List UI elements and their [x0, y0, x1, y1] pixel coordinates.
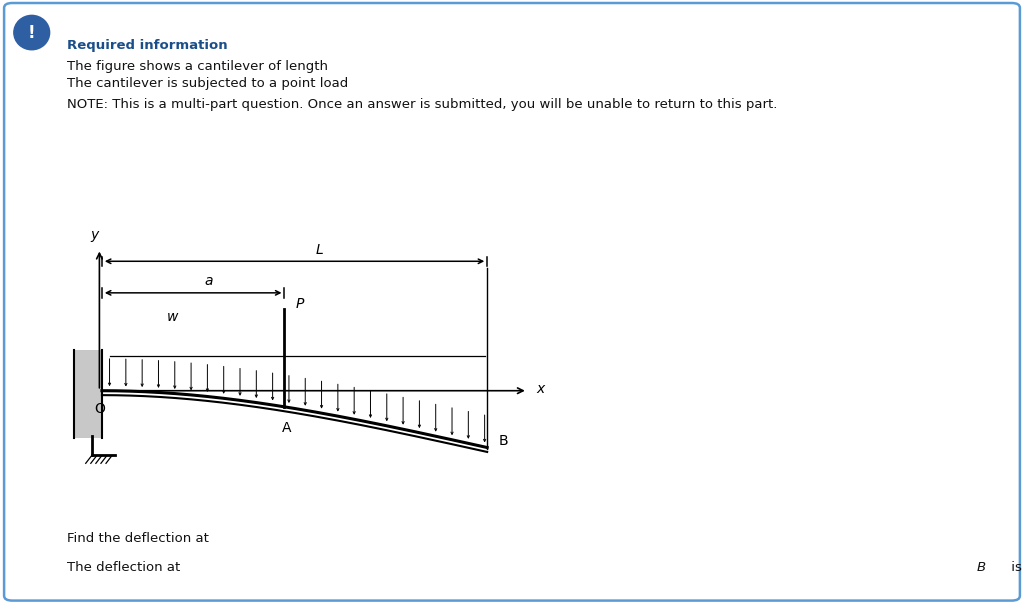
Text: a: a: [204, 274, 213, 288]
Text: y: y: [90, 229, 98, 242]
Text: Find the deflection at: Find the deflection at: [67, 532, 213, 545]
Text: P: P: [296, 297, 304, 311]
Text: B: B: [977, 561, 986, 574]
Text: w: w: [167, 311, 178, 324]
Text: is –: is –: [1008, 561, 1024, 574]
Circle shape: [14, 15, 49, 50]
Text: O: O: [94, 402, 104, 415]
Text: !: !: [28, 24, 36, 42]
Text: L: L: [316, 242, 324, 256]
Text: x: x: [537, 382, 545, 396]
Text: NOTE: This is a multi-part question. Once an answer is submitted, you will be un: NOTE: This is a multi-part question. Onc…: [67, 98, 777, 111]
Bar: [74, 350, 102, 438]
Text: B: B: [499, 434, 508, 448]
Text: Required information: Required information: [67, 39, 227, 52]
Text: A: A: [283, 421, 292, 435]
Text: The cantilever is subjected to a point load: The cantilever is subjected to a point l…: [67, 77, 352, 90]
Text: The figure shows a cantilever of length: The figure shows a cantilever of length: [67, 60, 332, 74]
Text: The deflection at: The deflection at: [67, 561, 184, 574]
